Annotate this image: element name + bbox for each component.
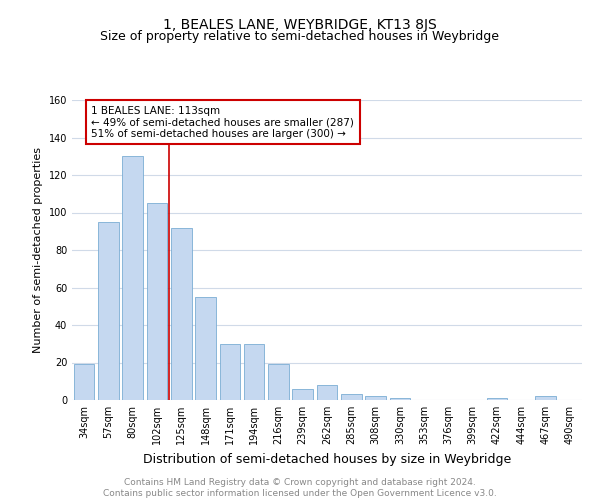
Bar	[220, 344, 240, 400]
Bar	[171, 228, 191, 400]
Bar	[146, 203, 167, 400]
Bar	[122, 156, 143, 400]
Bar	[195, 297, 216, 400]
Bar	[98, 222, 119, 400]
Bar	[268, 364, 289, 400]
Bar	[389, 398, 410, 400]
Bar	[292, 389, 313, 400]
Text: Contains HM Land Registry data © Crown copyright and database right 2024.
Contai: Contains HM Land Registry data © Crown c…	[103, 478, 497, 498]
Text: Size of property relative to semi-detached houses in Weybridge: Size of property relative to semi-detach…	[101, 30, 499, 43]
Bar	[535, 396, 556, 400]
Y-axis label: Number of semi-detached properties: Number of semi-detached properties	[33, 147, 43, 353]
Bar	[341, 394, 362, 400]
Bar	[244, 344, 265, 400]
Bar	[74, 364, 94, 400]
Bar	[365, 396, 386, 400]
X-axis label: Distribution of semi-detached houses by size in Weybridge: Distribution of semi-detached houses by …	[143, 452, 511, 466]
Bar	[487, 398, 508, 400]
Text: 1, BEALES LANE, WEYBRIDGE, KT13 8JS: 1, BEALES LANE, WEYBRIDGE, KT13 8JS	[163, 18, 437, 32]
Bar	[317, 385, 337, 400]
Text: 1 BEALES LANE: 113sqm
← 49% of semi-detached houses are smaller (287)
51% of sem: 1 BEALES LANE: 113sqm ← 49% of semi-deta…	[91, 106, 355, 139]
